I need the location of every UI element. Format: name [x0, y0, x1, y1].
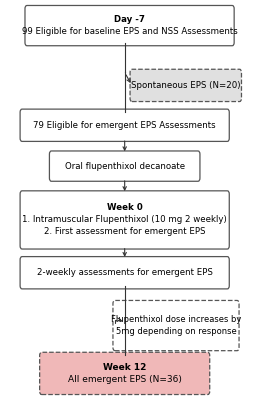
Text: All emergent EPS (N=36): All emergent EPS (N=36) — [68, 375, 182, 384]
FancyBboxPatch shape — [130, 69, 242, 102]
Text: 2-weekly assessments for emergent EPS: 2-weekly assessments for emergent EPS — [37, 268, 213, 277]
Text: Week 12: Week 12 — [103, 363, 146, 372]
Text: Week 0: Week 0 — [107, 204, 142, 212]
Text: Day -7: Day -7 — [114, 15, 145, 24]
FancyBboxPatch shape — [40, 352, 210, 394]
Text: 2. First assessment for emergent EPS: 2. First assessment for emergent EPS — [44, 227, 205, 236]
Text: 99 Eligible for baseline EPS and NSS Assessments: 99 Eligible for baseline EPS and NSS Ass… — [22, 27, 237, 36]
Text: 79 Eligible for emergent EPS Assessments: 79 Eligible for emergent EPS Assessments — [33, 121, 216, 130]
FancyBboxPatch shape — [20, 257, 229, 289]
FancyBboxPatch shape — [20, 109, 229, 142]
Text: Spontaneous EPS (N=20): Spontaneous EPS (N=20) — [131, 81, 240, 90]
FancyBboxPatch shape — [49, 151, 200, 181]
FancyBboxPatch shape — [113, 300, 239, 351]
Text: Flupenthixol dose increases by: Flupenthixol dose increases by — [111, 315, 241, 324]
Text: 5mg depending on response: 5mg depending on response — [116, 327, 236, 336]
Text: Oral flupenthixol decanoate: Oral flupenthixol decanoate — [65, 162, 185, 171]
FancyBboxPatch shape — [20, 191, 229, 249]
FancyBboxPatch shape — [25, 6, 234, 46]
Text: 1. Intramuscular Flupenthixol (10 mg 2 weekly): 1. Intramuscular Flupenthixol (10 mg 2 w… — [22, 216, 227, 224]
